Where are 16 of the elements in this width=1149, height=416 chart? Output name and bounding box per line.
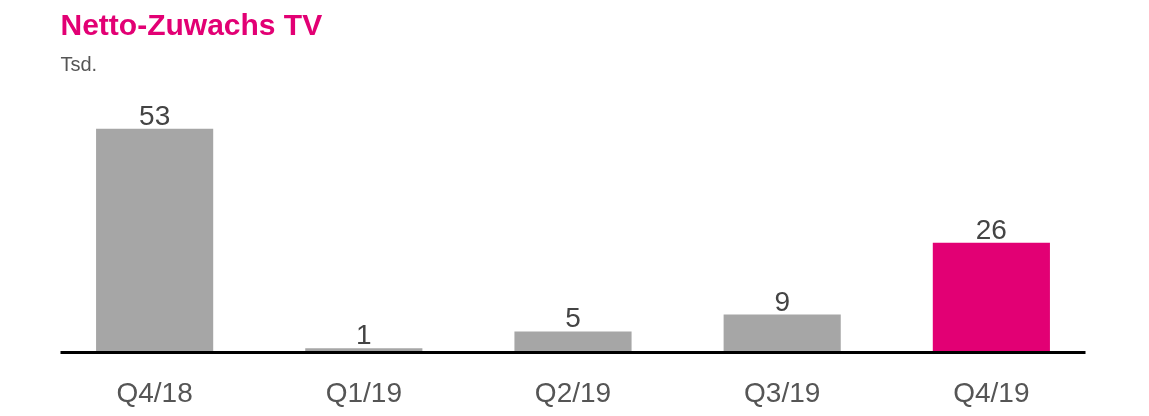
data-label: 9 [774,285,790,317]
chart-title: Netto-Zuwachs TV [60,7,323,41]
bar [96,128,214,353]
data-label: 26 [975,213,1007,245]
bar [932,242,1050,353]
bar [723,314,841,353]
data-label: 1 [356,319,372,351]
data-label: 53 [139,99,171,131]
x-tick-label: Q4/18 [116,376,193,408]
x-tick-label: Q1/19 [325,376,402,408]
data-label: 5 [565,302,581,334]
x-tick-label: Q3/19 [744,376,821,408]
bar [514,331,632,353]
x-tick-label: Q4/19 [953,376,1030,408]
chart-subtitle: Tsd. [60,52,98,75]
x-tick-label: Q2/19 [534,376,612,408]
